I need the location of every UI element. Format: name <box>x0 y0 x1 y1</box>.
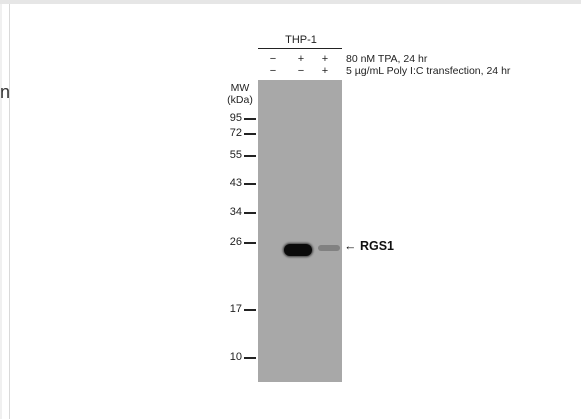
blot-membrane <box>258 80 342 382</box>
marker-10: 10 <box>222 351 256 363</box>
lane1-polyic-sign: − <box>269 65 277 77</box>
marker-43: 43 <box>222 177 256 189</box>
marker-26: 26 <box>222 236 256 248</box>
marker-17: 17 <box>222 303 256 315</box>
left-edge <box>0 4 2 419</box>
target-rgs1-label: ← RGS1 <box>344 239 395 253</box>
lane2-tpa-sign: + <box>297 53 305 65</box>
mw-header: MW (kDa) <box>222 82 258 106</box>
band-lane2 <box>284 244 312 256</box>
marker-95: 95 <box>222 112 256 124</box>
marker-55: 55 <box>222 149 256 161</box>
cell-line-bar <box>258 48 342 49</box>
left-border <box>9 4 10 419</box>
lane3-polyic-sign: + <box>321 65 329 77</box>
marker-34: 34 <box>222 206 256 218</box>
mw-header-line1: MW <box>230 82 250 94</box>
cropped-text: n <box>0 82 11 102</box>
marker-72: 72 <box>222 127 256 139</box>
condition-tpa-label: 80 nM TPA, 24 hr <box>346 53 428 65</box>
lane1-tpa-sign: − <box>269 53 277 65</box>
lane3-tpa-sign: + <box>321 53 329 65</box>
mw-header-line2: (kDa) <box>227 94 253 106</box>
band-lane3 <box>318 245 340 251</box>
condition-polyic-label: 5 µg/mL Poly I:C transfection, 24 hr <box>346 65 511 77</box>
cell-line-label: THP-1 <box>285 34 317 46</box>
lane2-polyic-sign: − <box>297 65 305 77</box>
top-border <box>0 0 581 4</box>
